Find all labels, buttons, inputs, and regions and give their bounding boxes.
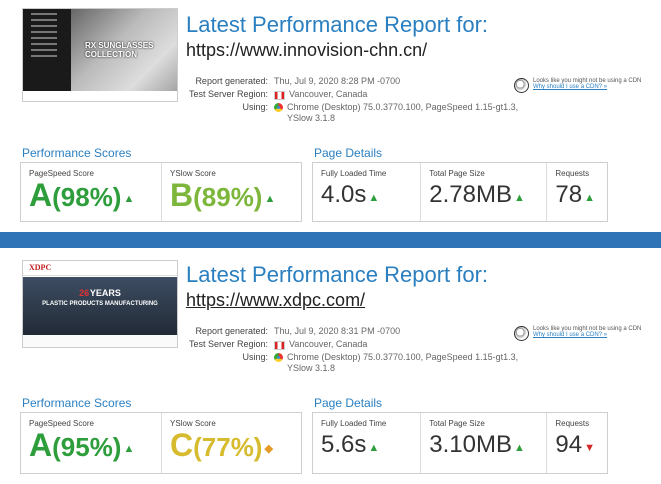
fully-loaded-time[interactable]: Fully Loaded Time 4.0s ▲ [313,163,422,221]
page-details-box: Fully Loaded Time 5.6s ▲ Total Page Size … [312,412,608,474]
pagespeed-label: PageSpeed Score [29,169,94,178]
performance-scores-box: PageSpeed Score A(95%) ▲ YSlow Score C(77… [20,412,302,474]
cdn-notice: Looks like you might not be using a CDN W… [514,78,654,93]
requests-label: Requests [555,419,590,428]
cdn-text: Looks like you might not be using a CDN [533,326,642,332]
fully-loaded-label: Fully Loaded Time [321,169,387,178]
arrow-up-icon: ▲ [584,191,595,204]
fully-loaded-value: 4.0s [321,181,367,208]
region-label: Test Server Region: [188,339,268,349]
page-details-title: Page Details [314,146,383,160]
yslow-percent: (77%) [193,432,263,462]
arrow-up-icon: ▲ [123,193,135,206]
fully-loaded-time[interactable]: Fully Loaded Time 5.6s ▲ [313,413,422,473]
generated-value: Thu, Jul 9, 2020 8:31 PM -0700 [274,326,401,336]
requests[interactable]: Requests 94 ▼ [547,413,607,473]
page-details-box: Fully Loaded Time 4.0s ▲ Total Page Size … [312,162,608,222]
region-label: Test Server Region: [188,89,268,99]
requests-label: Requests [555,169,590,178]
total-page-size[interactable]: Total Page Size 3.10MB ▲ [421,413,548,473]
pagespeed-score[interactable]: PageSpeed Score A(98%) ▲ [21,163,162,221]
yslow-percent: (89%) [193,182,263,212]
generated-label: Report generated: [195,76,268,86]
performance-scores-title: Performance Scores [22,146,132,160]
yslow-label: YSlow Score [170,169,216,178]
canada-flag-icon [274,91,285,100]
page-size-value: 3.10MB [429,431,512,458]
thumbnail-headline: PLASTIC PRODUCTS MANUFACTURING [42,301,158,307]
arrow-up-icon: ▲ [368,441,380,454]
using-value: Chrome (Desktop) 75.0.3770.100, PageSpee… [287,352,519,373]
canada-flag-icon [274,341,285,350]
using-label: Using: [242,102,268,112]
globe-icon [514,326,529,341]
chrome-icon [274,353,283,362]
region-value: Vancouver, Canada [289,89,368,99]
report-title: Latest Performance Report for: [186,262,489,287]
arrow-up-icon: ▲ [513,441,525,454]
report-meta: Report generated: Thu, Jul 9, 2020 8:28 P… [186,76,521,126]
cdn-text: Looks like you might not be using a CDN [533,78,642,84]
pagespeed-percent: (98%) [52,182,122,212]
arrow-up-icon: ▲ [123,443,135,456]
yslow-grade: C [170,427,194,463]
pagespeed-grade: A [29,427,53,463]
pagespeed-percent: (95%) [52,432,122,462]
arrow-up-icon: ▲ [513,191,525,204]
cdn-link[interactable]: Why should I use a CDN? » [533,332,608,338]
globe-icon [514,78,529,93]
arrow-down-icon: ▼ [584,441,595,454]
yslow-score[interactable]: YSlow Score B(89%) ▲ [162,163,298,221]
chrome-icon [274,103,283,112]
cdn-link[interactable]: Why should I use a CDN? » [533,84,608,90]
total-page-size[interactable]: Total Page Size 2.78MB ▲ [421,163,548,221]
thumbnail-tag: RX SUNGLASSES COLLECTION [85,41,154,59]
yslow-score[interactable]: YSlow Score C(77%) ◆ [162,413,298,473]
site-thumbnail[interactable]: XDPC 26 YEARS PLASTIC PRODUCTS MANUFACTU… [22,260,178,348]
thumbnail-years-suffix: YEARS [89,288,121,298]
arrow-up-icon: ▲ [368,191,380,204]
site-thumbnail[interactable]: RX SUNGLASSES COLLECTION [22,8,178,102]
performance-scores-box: PageSpeed Score A(98%) ▲ YSlow Score B(89… [20,162,302,222]
pagespeed-score[interactable]: PageSpeed Score A(95%) ▲ [21,413,162,473]
diamond-icon: ◆ [264,443,273,456]
fully-loaded-label: Fully Loaded Time [321,419,387,428]
performance-scores-title: Performance Scores [22,396,132,410]
yslow-grade: B [170,177,194,213]
thumbnail-years: 26 [79,288,90,298]
requests-value: 94 [555,431,583,458]
report-url[interactable]: https://www.innovision-chn.cn/ [186,40,428,60]
page-size-label: Total Page Size [429,169,485,178]
using-label: Using: [242,352,268,362]
requests[interactable]: Requests 78 ▲ [547,163,607,221]
report-title: Latest Performance Report for: [186,12,489,37]
arrow-up-icon: ▲ [264,193,276,206]
region-value: Vancouver, Canada [289,339,368,349]
cdn-notice: Looks like you might not be using a CDN W… [514,326,654,341]
page-size-value: 2.78MB [429,181,512,208]
pagespeed-label: PageSpeed Score [29,419,94,428]
thumbnail-logo: XDPC [29,263,52,272]
requests-value: 78 [555,181,583,208]
generated-value: Thu, Jul 9, 2020 8:28 PM -0700 [274,76,401,86]
report-meta: Report generated: Thu, Jul 9, 2020 8:31 P… [186,326,521,376]
pagespeed-grade: A [29,177,53,213]
yslow-label: YSlow Score [170,419,216,428]
generated-label: Report generated: [195,326,268,336]
report-card: RX SUNGLASSES COLLECTION Latest Performa… [0,0,661,232]
using-value: Chrome (Desktop) 75.0.3770.100, PageSpee… [287,102,519,123]
fully-loaded-value: 5.6s [321,431,367,458]
page-details-title: Page Details [314,396,383,410]
section-divider [0,232,661,248]
page-size-label: Total Page Size [429,419,485,428]
report-url[interactable]: https://www.xdpc.com/ [186,290,366,310]
report-card: XDPC 26 YEARS PLASTIC PRODUCTS MANUFACTU… [0,248,661,484]
